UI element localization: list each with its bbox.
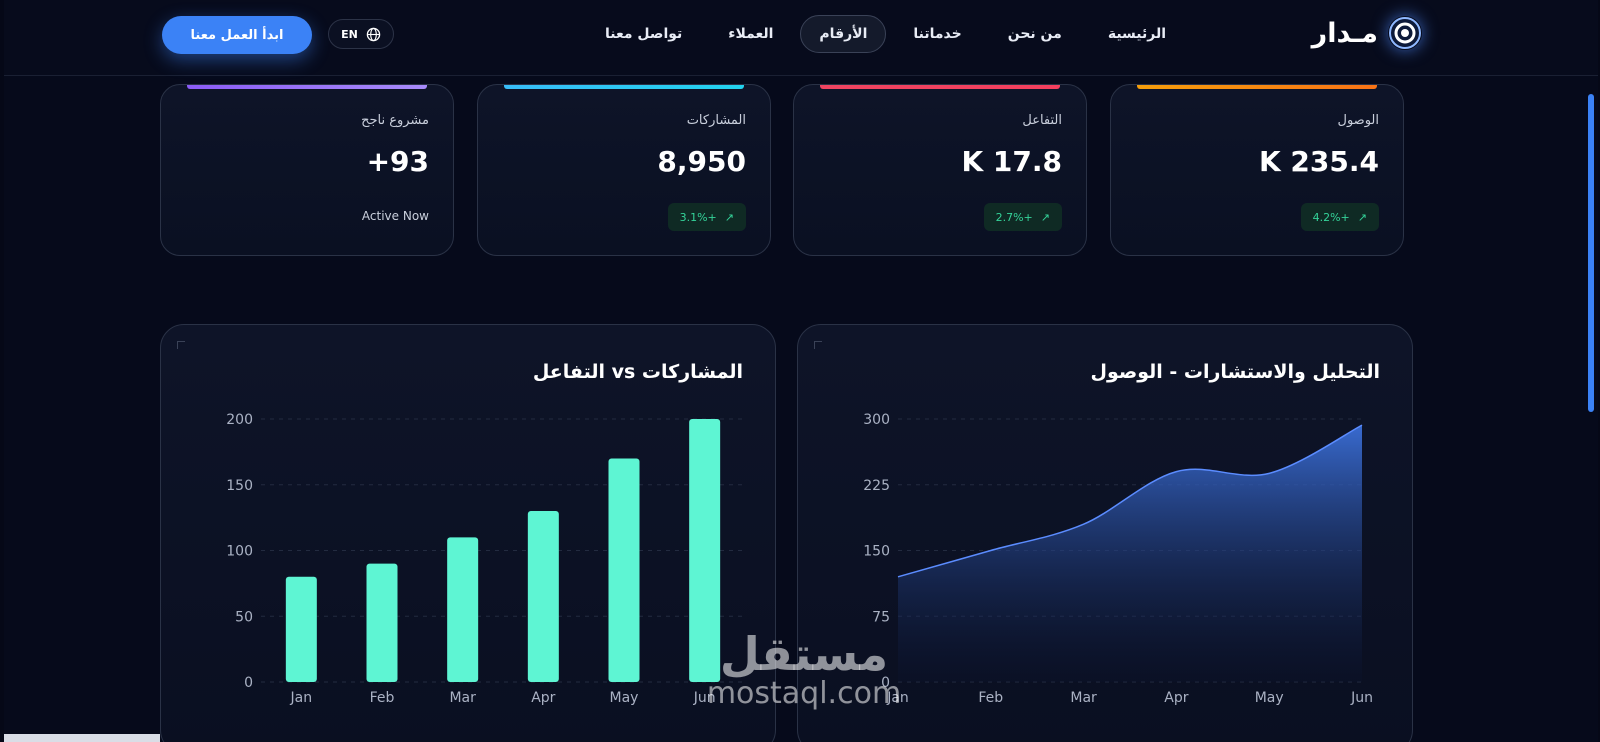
x-tick-label: Apr bbox=[531, 690, 555, 706]
stat-label: المشاركات bbox=[686, 113, 746, 128]
nav-item-home[interactable]: الرئيسية bbox=[1107, 26, 1167, 42]
language-label: EN bbox=[341, 27, 358, 41]
x-tick-label: Jan bbox=[886, 690, 909, 706]
eye-logo-icon bbox=[1388, 16, 1422, 50]
y-tick-label: 0 bbox=[244, 675, 253, 691]
corner-decoration bbox=[814, 341, 822, 349]
y-tick-label: 0 bbox=[881, 675, 890, 691]
x-tick-label: Jun bbox=[693, 690, 716, 706]
area-fill bbox=[898, 425, 1362, 682]
x-tick-label: Feb bbox=[978, 690, 1003, 706]
globe-icon bbox=[366, 27, 381, 41]
stat-label: التفاعل bbox=[1022, 113, 1062, 128]
bar-chart-panel: التفاعل vs المشاركات 0 50 100 150 200 Jan Feb M… bbox=[160, 324, 776, 742]
stat-value: +93 bbox=[366, 145, 429, 178]
bar-chart: 0 50 100 150 200 Jan Feb Mar Apr May Jun bbox=[226, 412, 745, 706]
trend-badge: 2.7%+ ↗ bbox=[983, 203, 1062, 231]
bar bbox=[285, 576, 317, 682]
y-tick-label: 300 bbox=[863, 412, 890, 428]
bar bbox=[527, 511, 559, 682]
nav-item-clients[interactable]: العملاء bbox=[728, 26, 774, 42]
app-window: مـدار الرئيسية من نحن خدماتنا الأرقام ال… bbox=[4, 0, 1598, 742]
stat-card-shares: المشاركات 8,950 3.1%+ ↗ bbox=[477, 84, 771, 256]
bar bbox=[366, 563, 398, 682]
stat-subtext: Active Now bbox=[361, 209, 429, 223]
y-tick-label: 150 bbox=[226, 478, 253, 494]
stat-card-projects: مشروع ناجح +93 Active Now bbox=[160, 84, 454, 256]
nav-item-contact[interactable]: تواصل معنا bbox=[605, 26, 683, 42]
area-line bbox=[897, 424, 1363, 578]
horizontal-scrollbar[interactable] bbox=[4, 734, 160, 742]
arrow-up-right-icon: ↗ bbox=[1040, 210, 1050, 224]
chart-title: التحليل والاستشارات - الوصول bbox=[1090, 361, 1380, 383]
stat-value: 8,950 bbox=[657, 145, 746, 178]
y-tick-label: 150 bbox=[863, 544, 890, 560]
top-navbar: مـدار الرئيسية من نحن خدماتنا الأرقام ال… bbox=[4, 0, 1598, 76]
area-chart-panel: التحليل والاستشارات - الوصول 0 75 150 225 30… bbox=[797, 324, 1413, 742]
nav-item-services[interactable]: خدماتنا bbox=[913, 26, 962, 42]
bar bbox=[447, 537, 479, 682]
brand-name: مـدار bbox=[1311, 17, 1378, 49]
brand-logo[interactable]: مـدار bbox=[1312, 16, 1422, 50]
x-tick-label: Mar bbox=[1070, 690, 1097, 706]
area-chart: 0 75 150 225 300 Jan Feb Mar Apr May Jun bbox=[863, 412, 1373, 706]
y-tick-label: 100 bbox=[226, 544, 253, 560]
main-menu: الرئيسية من نحن خدماتنا الأرقام العملاء … bbox=[586, 15, 1185, 53]
y-tick-label: 75 bbox=[872, 609, 890, 625]
stat-value: K 235.4 bbox=[1258, 145, 1379, 178]
stat-label: مشروع ناجح bbox=[361, 113, 429, 128]
arrow-up-right-icon: ↗ bbox=[724, 210, 734, 224]
stat-card-engagement: التفاعل K 17.8 2.7%+ ↗ bbox=[793, 84, 1087, 256]
language-switch[interactable]: EN bbox=[328, 19, 394, 49]
trend-badge: 3.1%+ ↗ bbox=[667, 203, 746, 231]
stat-label: الوصول bbox=[1337, 113, 1380, 128]
x-tick-label: Mar bbox=[449, 690, 476, 706]
start-working-button[interactable]: ابدأ العمل معنا bbox=[162, 16, 312, 54]
stat-value: K 17.8 bbox=[961, 145, 1062, 178]
trend-badge: 4.2%+ ↗ bbox=[1300, 203, 1379, 231]
arrow-up-right-icon: ↗ bbox=[1357, 210, 1367, 224]
x-tick-label: May bbox=[1255, 690, 1284, 706]
x-tick-label: Jan bbox=[290, 690, 313, 706]
y-tick-label: 200 bbox=[226, 412, 253, 428]
y-tick-label: 225 bbox=[863, 478, 890, 494]
page-scrollbar[interactable] bbox=[1588, 94, 1594, 412]
x-tick-label: May bbox=[610, 690, 639, 706]
nav-item-numbers[interactable]: الأرقام bbox=[800, 15, 887, 53]
x-tick-label: Jun bbox=[1350, 690, 1373, 706]
x-tick-label: Feb bbox=[370, 690, 395, 706]
bar bbox=[689, 419, 721, 682]
nav-item-about[interactable]: من نحن bbox=[1007, 26, 1062, 42]
chart-title: التفاعل vs المشاركات bbox=[532, 361, 743, 383]
corner-decoration bbox=[177, 341, 185, 349]
x-tick-label: Apr bbox=[1164, 690, 1188, 706]
stat-card-reach: الوصول K 235.4 4.2%+ ↗ bbox=[1110, 84, 1404, 256]
y-tick-label: 50 bbox=[235, 609, 253, 625]
bar bbox=[608, 458, 640, 682]
